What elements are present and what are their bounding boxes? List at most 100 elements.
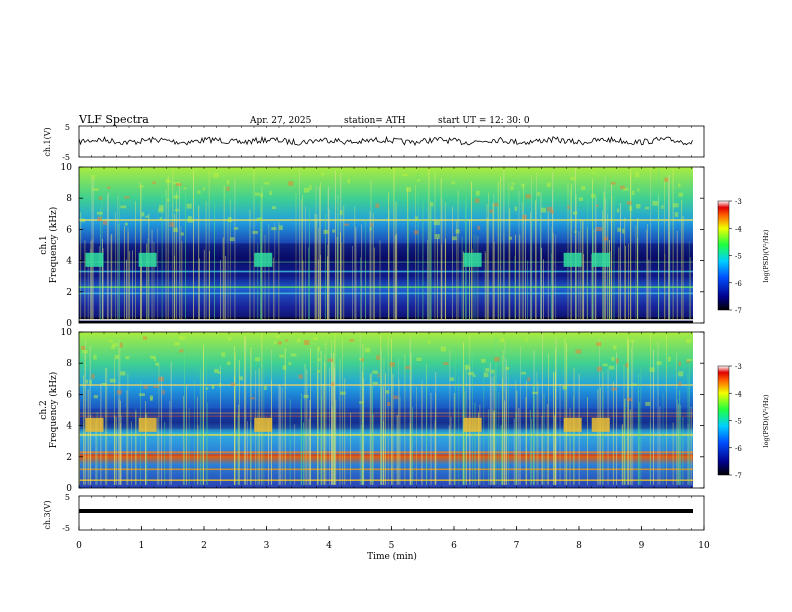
sferic-streak [434,172,436,320]
sferic-streak [382,386,384,485]
sferic-streak [209,250,211,320]
sferic-streak [668,176,670,320]
sferic-streak [318,228,319,320]
noise-patch [546,182,551,188]
noise-patch [510,185,514,191]
noise-patch [143,385,148,389]
sferic-streak [404,353,406,485]
noise-patch [649,367,655,372]
sferic-streak [372,381,373,485]
sferic-streak [445,238,446,320]
noise-patch [158,204,164,210]
noise-patch [377,373,380,378]
ch2-spec-ytick-label: 4 [66,422,72,432]
noise-patch [451,181,455,185]
sferic-streak [361,377,363,485]
noise-patch [107,186,111,189]
noise-patch [119,342,123,348]
sferic-streak [474,402,476,485]
x-tick-label: 1 [139,541,145,551]
sferic-streak [121,415,122,485]
sferic-streak [590,254,592,320]
sferic-streak [369,211,371,320]
sferic-streak [611,196,613,320]
noise-patch [480,358,486,363]
noise-patch [273,341,277,344]
x-axis: 0 1 2 3 4 5 6 7 8 9 10 [76,126,710,551]
sferic-streak [507,340,509,485]
sferic-streak [301,393,302,485]
sferic-streak [519,235,521,320]
sferic-streak [359,333,361,485]
noise-patch [211,384,215,389]
sferic-streak [635,225,637,320]
sferic-streak [487,409,489,485]
noise-patch [667,356,671,362]
noise-patch [405,365,410,369]
noise-patch [596,366,602,372]
noise-patch [626,201,632,205]
sferic-streak [324,213,326,320]
ch1-spec-ytick-label: 6 [66,225,72,235]
sferic-streak [118,339,120,485]
sferic-streak [505,358,507,485]
ch2-colorbar-tick-label: -6 [735,445,742,453]
sferic-streak [541,247,542,320]
noise-patch [174,208,179,212]
ch1-spectrogram-panel: 0 2 4 6 8 10 ch.1 Frequency (kHz) [39,163,705,329]
sferic-streak [624,245,626,320]
noise-patch [616,208,620,213]
sferic-streak [203,344,204,485]
sferic-streak [450,417,452,485]
sferic-streak [355,226,357,320]
start-time-label: start UT = 12: 30: 0 [438,116,530,126]
noise-patch [452,236,457,241]
sferic-streak [172,169,174,320]
sferic-streak [303,422,304,485]
sferic-streak [146,412,148,485]
noise-patch [347,179,350,184]
sferic-streak [334,332,336,485]
sferic-streak [199,367,201,485]
sferic-streak [194,380,196,485]
sferic-streak [514,255,516,320]
ch1-colorbar-tick-label: -4 [735,225,742,233]
sferic-streak [547,211,549,320]
sferic-streak [417,172,419,320]
noise-patch [278,225,283,231]
noise-patch [229,237,235,242]
noise-patch [124,222,128,226]
sferic-streak [329,367,330,485]
sferic-streak [542,259,544,320]
sferic-streak [87,389,89,485]
sferic-streak [161,179,163,320]
sferic-streak [208,171,210,320]
sferic-streak [518,190,520,320]
noise-patch [449,377,454,382]
noise-patch [575,349,582,354]
noise-patch [312,337,319,341]
date-label: Apr. 27, 2025 [249,116,312,126]
noise-patch [167,198,170,202]
ch1-spectrogram-detail [79,167,693,324]
noise-patch [677,183,681,188]
noise-patch [112,343,118,347]
noise-patch [644,206,649,210]
sferic-streak [380,335,382,485]
noise-patch [373,381,378,385]
sferic-streak [421,386,423,485]
noise-patch [631,190,635,196]
sferic-streak [207,402,209,485]
sferic-streak [100,383,102,485]
sferic-streak [492,202,494,320]
ch2-spec-ytick-label: 0 [66,484,72,494]
sferic-streak [304,206,306,320]
narrowband-line [79,319,693,321]
sferic-streak [681,199,683,320]
sferic-streak [339,232,341,320]
sferic-streak [412,406,414,485]
noise-patch [626,397,632,401]
ch3-waveform-line [79,509,693,513]
sferic-streak [114,212,116,320]
sferic-streak [336,236,338,320]
